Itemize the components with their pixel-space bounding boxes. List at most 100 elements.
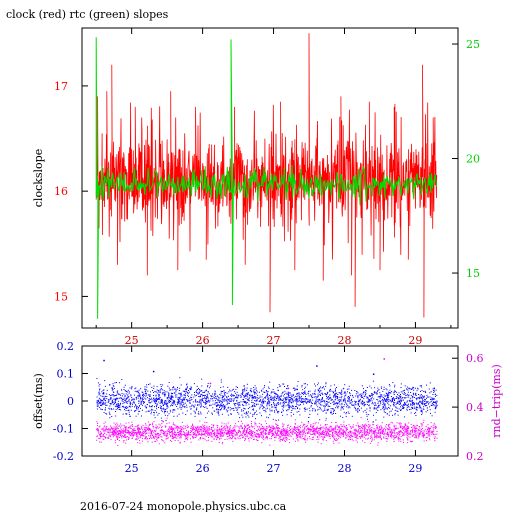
scatter-point	[287, 398, 289, 400]
scatter-point	[207, 391, 209, 393]
scatter-point	[289, 427, 290, 429]
scatter-point	[339, 396, 341, 398]
scatter-point	[295, 399, 297, 401]
y-axis-label-clockslope: clockslope	[32, 149, 45, 207]
scatter-point	[235, 407, 237, 409]
scatter-point	[180, 435, 182, 437]
scatter-point	[344, 391, 346, 393]
scatter-point	[125, 431, 127, 433]
scatter-point	[121, 400, 123, 402]
scatter-point	[168, 397, 170, 399]
scatter-point	[317, 390, 319, 392]
scatter-point	[177, 434, 179, 436]
scatter-point	[217, 429, 219, 431]
scatter-point	[272, 429, 274, 431]
scatter-point	[152, 370, 155, 373]
scatter-point	[214, 394, 216, 396]
scatter-point	[412, 402, 414, 404]
scatter-point	[355, 429, 357, 431]
scatter-point	[246, 425, 248, 427]
scatter-point	[216, 397, 218, 399]
scatter-point	[208, 437, 209, 438]
scatter-point	[252, 409, 254, 411]
scatter-point	[305, 439, 307, 441]
scatter-point	[421, 424, 423, 426]
scatter-point	[156, 386, 158, 388]
scatter-point	[214, 435, 216, 437]
scatter-point	[301, 432, 303, 434]
scatter-point	[282, 410, 284, 412]
scatter-point	[275, 435, 277, 437]
scatter-point	[118, 434, 120, 436]
scatter-point	[191, 397, 193, 399]
scatter-point	[201, 432, 203, 434]
scatter-point	[222, 391, 224, 392]
scatter-point	[397, 398, 399, 400]
scatter-point	[218, 404, 219, 406]
scatter-point	[236, 409, 238, 411]
scatter-point	[212, 436, 214, 438]
scatter-point	[386, 440, 388, 442]
scatter-point	[350, 434, 352, 436]
scatter-point	[282, 432, 284, 434]
scatter-point	[311, 402, 313, 404]
scatter-point	[266, 416, 268, 418]
scatter-point	[280, 436, 282, 438]
scatter-point	[133, 428, 134, 430]
scatter-point	[186, 406, 188, 408]
scatter-point	[195, 401, 197, 403]
scatter-point	[197, 404, 199, 406]
scatter-point	[299, 398, 301, 400]
scatter-point	[266, 391, 268, 393]
scatter-point	[269, 401, 271, 403]
scatter-point	[373, 407, 375, 409]
scatter-point	[177, 399, 179, 401]
scatter-point	[379, 404, 381, 406]
scatter-point	[257, 430, 258, 432]
scatter-point	[400, 400, 402, 402]
scatter-point	[108, 427, 110, 429]
scatter-point	[297, 389, 298, 390]
scatter-point	[398, 404, 400, 405]
scatter-point	[394, 386, 395, 388]
scatter-point	[276, 427, 278, 428]
scatter-point	[291, 410, 293, 411]
scatter-point	[155, 400, 157, 402]
scatter-point	[346, 433, 348, 435]
scatter-point	[317, 395, 319, 397]
scatter-point	[240, 434, 242, 436]
scatter-point	[122, 405, 124, 407]
scatter-point	[260, 405, 262, 407]
scatter-point	[404, 431, 406, 433]
scatter-point	[176, 427, 177, 429]
scatter-point	[301, 400, 303, 402]
scatter-point	[274, 407, 276, 409]
scatter-point	[392, 382, 394, 384]
scatter-point	[180, 408, 182, 410]
scatter-point	[187, 435, 189, 437]
scatter-point	[365, 411, 367, 413]
scatter-point	[317, 432, 319, 434]
scatter-point	[268, 398, 270, 400]
scatter-point	[161, 401, 163, 403]
scatter-point	[119, 408, 121, 410]
scatter-point	[124, 384, 126, 386]
scatter-point	[386, 389, 388, 391]
scatter-point	[109, 384, 111, 385]
scatter-point	[110, 439, 112, 441]
scatter-point	[307, 437, 309, 439]
scatter-point	[161, 388, 162, 390]
scatter-point	[406, 428, 408, 430]
scatter-point	[299, 414, 301, 416]
scatter-point	[429, 406, 431, 408]
scatter-point	[333, 410, 335, 412]
scatter-point	[310, 401, 312, 403]
scatter-point	[368, 405, 370, 407]
scatter-point	[254, 396, 256, 398]
scatter-point	[185, 389, 187, 391]
scatter-point	[219, 432, 221, 434]
scatter-point	[319, 427, 321, 429]
scatter-point	[160, 402, 162, 404]
scatter-point	[371, 397, 373, 399]
